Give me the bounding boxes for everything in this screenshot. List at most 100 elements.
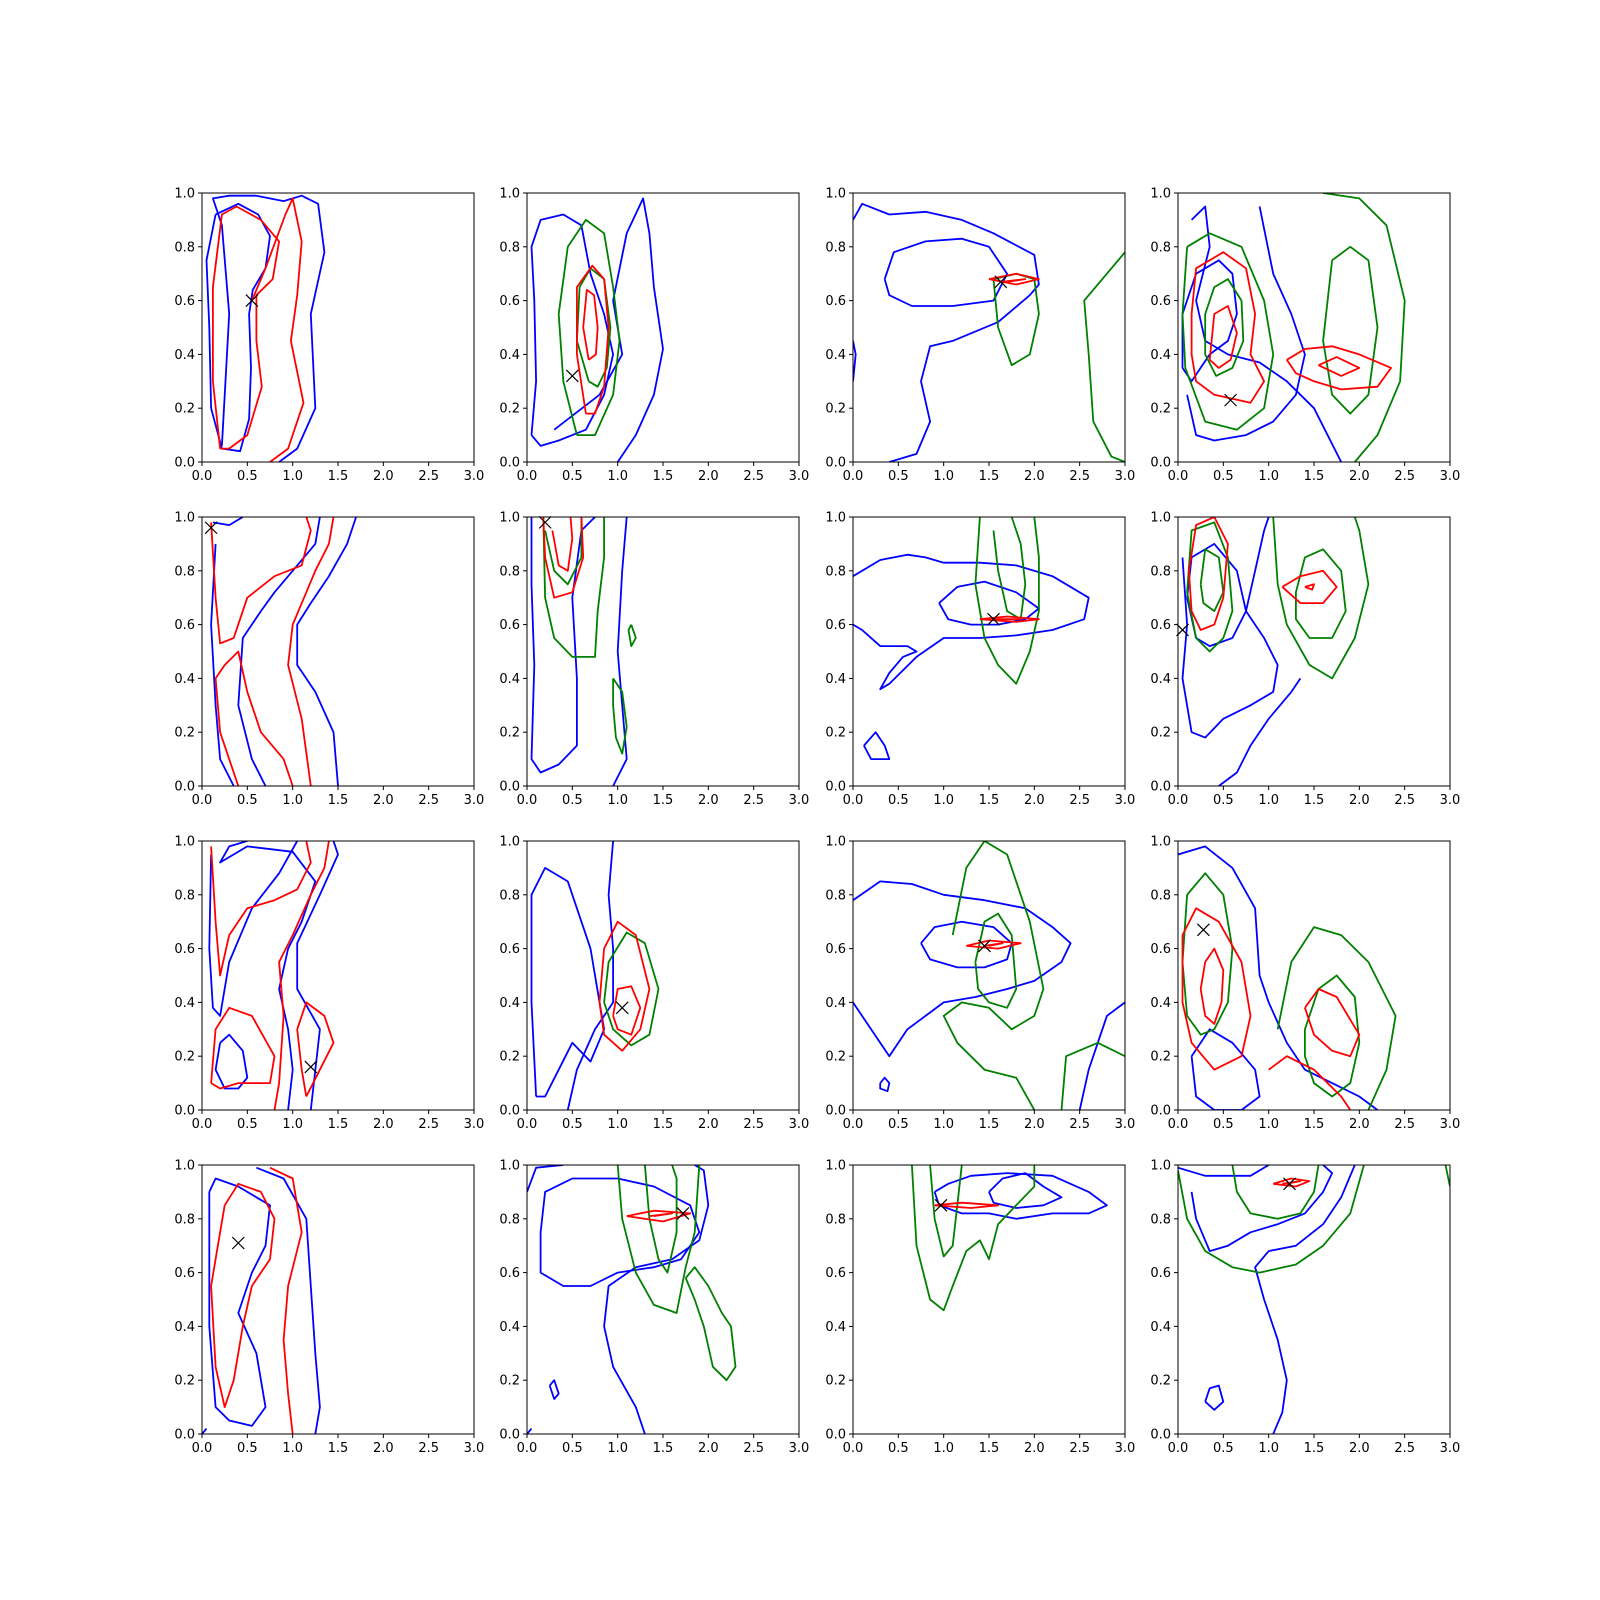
green-contour-line xyxy=(1276,926,1397,1110)
x-tick-label: 2.5 xyxy=(418,1117,439,1132)
y-tick-label: 0.6 xyxy=(174,942,195,957)
green-contour-line xyxy=(1322,245,1379,415)
y-tick-label: 0.2 xyxy=(1150,1050,1171,1065)
y-tick-label: 0.6 xyxy=(174,294,195,309)
x-tick-label: 0.5 xyxy=(1213,1441,1234,1456)
y-tick-label: 1.0 xyxy=(1150,835,1171,850)
green-contour-line xyxy=(1204,278,1245,377)
y-tick-label: 0.0 xyxy=(1150,780,1171,795)
y-tick-label: 0.8 xyxy=(499,888,520,903)
y-tick-label: 1.0 xyxy=(825,187,846,202)
red-contour-line xyxy=(542,517,585,599)
blue-contour-line xyxy=(863,731,891,760)
blue-contour-line xyxy=(1178,845,1379,1110)
x-tick-label: 2.5 xyxy=(743,793,764,808)
blue-contour-line xyxy=(566,841,614,1110)
plot-area xyxy=(853,841,1125,1110)
x-tick-label: 1.0 xyxy=(933,469,954,484)
x-tick-label: 2.0 xyxy=(373,469,394,484)
green-contour-line xyxy=(1295,548,1347,639)
red-contour-line xyxy=(934,1201,999,1209)
y-tick-label: 1.0 xyxy=(499,511,520,526)
y-tick-label: 0.8 xyxy=(174,1212,195,1227)
x-tick-label: 2.5 xyxy=(1069,1441,1090,1456)
x-tick-label: 0.0 xyxy=(843,1117,864,1132)
red-contour-line xyxy=(612,985,642,1036)
y-tick-label: 0.4 xyxy=(825,996,846,1011)
y-tick-label: 0.2 xyxy=(825,402,846,417)
x-tick-label: 2.0 xyxy=(373,1441,394,1456)
y-tick-label: 0.4 xyxy=(499,348,520,363)
blue-contour-line xyxy=(527,1428,533,1434)
blue-contour-line xyxy=(530,517,596,774)
red-contour-line xyxy=(273,841,330,1110)
plot-area xyxy=(210,517,357,786)
y-tick-label: 0.4 xyxy=(1150,996,1171,1011)
green-contour-line xyxy=(1444,1165,1450,1187)
green-contour-line xyxy=(974,912,1018,1009)
blue-contour-line xyxy=(214,1033,249,1090)
x-tick-label: 3.0 xyxy=(1115,469,1136,484)
x-tick-label: 2.5 xyxy=(1069,1117,1090,1132)
x-tick-label: 1.0 xyxy=(607,1441,628,1456)
red-contour-line xyxy=(1304,583,1315,591)
plot-area xyxy=(1181,193,1406,462)
x-tick-label: 1.0 xyxy=(1258,1117,1279,1132)
x-marker-stroke xyxy=(304,1060,318,1074)
red-contour-line xyxy=(576,264,610,415)
plot-area xyxy=(1178,845,1397,1110)
x-marker xyxy=(1224,393,1238,407)
green-contour-line xyxy=(1178,1165,1365,1274)
blue-contour-line xyxy=(1190,205,1343,462)
y-tick-label: 0.4 xyxy=(825,348,846,363)
y-tick-label: 0.4 xyxy=(825,672,846,687)
red-contour-line xyxy=(988,272,1040,286)
x-tick-label: 0.5 xyxy=(888,1441,909,1456)
x-tick-label: 2.5 xyxy=(1069,793,1090,808)
x-tick-label: 3.0 xyxy=(789,469,810,484)
x-tick-label: 2.5 xyxy=(1394,1117,1415,1132)
x-tick-label: 2.0 xyxy=(373,1117,394,1132)
blue-contour-line xyxy=(208,841,298,1017)
red-contour-line xyxy=(979,615,1040,623)
y-tick-label: 0.0 xyxy=(174,1104,195,1119)
y-tick-label: 0.6 xyxy=(1150,1266,1171,1281)
blue-contour-line xyxy=(530,867,605,1098)
x-tick-label: 0.0 xyxy=(843,793,864,808)
x-tick-label: 1.5 xyxy=(1304,469,1325,484)
y-tick-label: 0.4 xyxy=(174,672,195,687)
y-tick-label: 0.4 xyxy=(1150,348,1171,363)
blue-contour-line xyxy=(296,841,339,1110)
blue-contour-line xyxy=(1190,1028,1261,1110)
x-tick-label: 1.5 xyxy=(979,1117,1000,1132)
blue-contour-line xyxy=(933,1172,1108,1220)
blue-contour-line xyxy=(1204,1384,1225,1411)
x-tick-label: 0.0 xyxy=(192,1441,213,1456)
plot-area xyxy=(527,1165,737,1434)
y-tick-label: 0.8 xyxy=(825,240,846,255)
blue-contour-line xyxy=(612,517,628,786)
y-tick-label: 0.6 xyxy=(825,618,846,633)
x-tick-label: 0.5 xyxy=(237,469,258,484)
y-tick-label: 0.0 xyxy=(1150,1428,1171,1443)
x-marker-stroke xyxy=(615,1001,629,1015)
x-tick-label: 2.0 xyxy=(1349,1117,1370,1132)
y-tick-label: 0.0 xyxy=(825,1104,846,1119)
x-tick-label: 1.0 xyxy=(933,1441,954,1456)
x-marker xyxy=(304,1060,318,1074)
panel-2-1: 0.0 0.5 1.0 1.5 2.0 2.5 3.0 0.0 0.2 0.4 0.6 0.8 1.0 xyxy=(499,835,809,1133)
blue-contour-line xyxy=(527,1165,564,1193)
x-tick-label: 3.0 xyxy=(1115,793,1136,808)
x-tick-label: 2.0 xyxy=(1024,469,1045,484)
y-tick-label: 0.4 xyxy=(499,996,520,1011)
x-tick-label: 1.0 xyxy=(282,469,303,484)
blue-contour-line xyxy=(212,194,326,462)
x-tick-label: 2.0 xyxy=(1349,469,1370,484)
x-tick-label: 0.5 xyxy=(237,793,258,808)
green-contour-line xyxy=(929,1165,963,1258)
blue-contour-line xyxy=(202,1428,208,1434)
x-tick-label: 1.5 xyxy=(653,1441,674,1456)
x-tick-label: 1.0 xyxy=(607,1117,628,1132)
plot-area xyxy=(202,1166,321,1434)
y-tick-label: 0.0 xyxy=(499,456,520,471)
